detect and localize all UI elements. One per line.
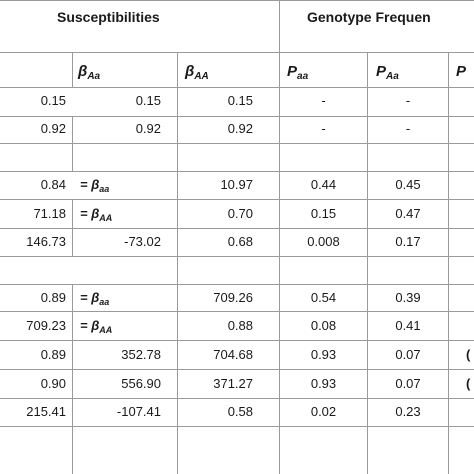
rule-below-group-header [0,52,474,53]
rule-row [0,143,474,144]
rule-row [0,369,474,370]
table-cell: 0.93 [310,376,337,391]
table-cell: 0.93 [310,347,337,362]
table-cell: 0.02 [310,404,337,419]
table-cell: 0.58 [227,404,253,419]
rule-row [0,398,474,399]
table-cell-equals-beta: = βAA [80,206,113,223]
table-cell: 709.26 [213,290,253,305]
group-header-susceptibilities: Susceptibilities [57,9,160,25]
table-cell: - [321,93,326,108]
table-cell: 0.89 [40,290,66,305]
table-cell: - [405,93,411,108]
table-cell: 0.07 [395,347,421,362]
table-cell: 0.92 [227,121,253,136]
table-cell: ( [466,376,471,391]
group-header-genotype-frequencies: Genotype Frequen [307,9,431,25]
table-cell: 0.08 [310,318,337,333]
rule-row [0,426,474,427]
rule-row [0,228,474,229]
table-cell-equals-beta: = βaa [80,290,110,307]
table-cell: - [321,121,326,136]
table-cell: 0.45 [395,177,421,192]
rule-column [177,52,178,474]
table-cell: 0.90 [40,376,66,391]
table-cell: 0.15 [40,93,66,108]
table-cell: 71.18 [33,206,66,221]
table-cell-equals-beta: = βaa [80,177,110,194]
rule-column [72,116,73,172]
table-cell: 704.68 [213,347,253,362]
table-cell: 0.15 [135,93,161,108]
rule-row [0,199,474,200]
table-cell: 0.17 [395,234,421,249]
table-cell: 352.78 [121,347,161,362]
rule-below-column-header [0,87,474,88]
table-cell: -73.02 [124,234,161,249]
table-cell: 0.88 [227,318,253,333]
table-cell: 0.39 [395,290,421,305]
table-cell: 0.54 [310,290,337,305]
column-header-beta-aa-het: βAa [78,63,101,82]
rule-row [0,311,474,312]
rule-row [0,284,474,285]
table-cell: 556.90 [121,376,161,391]
table-cell: 371.27 [213,376,253,391]
table-cell: 0.89 [40,347,66,362]
rule-column [72,284,73,474]
table-cell: -107.41 [116,404,161,419]
column-header-beta-aa-hom: βAA [185,63,209,82]
rule-row [0,340,474,341]
rule-column [448,52,449,474]
rule-top [0,0,474,1]
table-cell: 0.92 [40,121,66,136]
table-cell: 10.97 [220,177,253,192]
table-cell: 0.23 [395,404,421,419]
table-cell: 0.41 [395,318,421,333]
rule-group-divider [279,0,280,474]
table-cell: 709.23 [26,318,66,333]
table-cell: 0.15 [227,93,253,108]
table-cell-equals-beta: = βAA [80,318,113,335]
table-cell: 0.15 [310,206,337,221]
column-header-p-aa: Paa [287,63,309,82]
table-cell: ( [466,347,471,362]
table-cell: 0.70 [227,206,253,221]
table-cell: 0.47 [395,206,421,221]
table-cell: 146.73 [26,234,66,249]
table-cell: 0.84 [40,177,66,192]
table-cell: 0.92 [135,121,161,136]
column-header-p-aa-het: PAa [376,63,399,82]
table-cell: 215.41 [26,404,66,419]
rule-column [72,52,73,88]
rule-row [0,256,474,257]
rule-column [367,52,368,474]
table-cell: 0.008 [307,234,340,249]
table-cell: 0.68 [227,234,253,249]
table-cell: 0.07 [395,376,421,391]
rule-column [72,199,73,256]
rule-row [0,116,474,117]
table-cell: 0.44 [310,177,337,192]
table-cell: - [405,121,411,136]
column-header-p-partial: P [456,63,467,80]
rule-row [0,171,474,172]
